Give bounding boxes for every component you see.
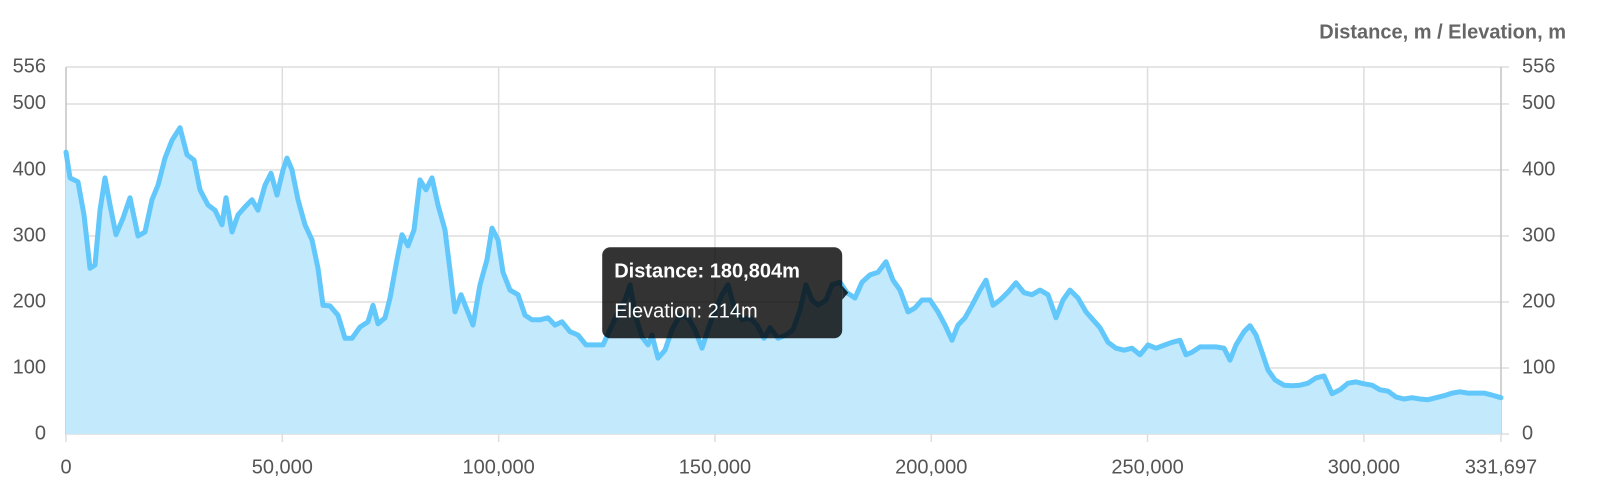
y-tick-label: 556	[13, 55, 46, 77]
area	[66, 127, 1501, 434]
x-tick-label: 331,697	[1465, 456, 1537, 478]
y2-tick-label: 556	[1522, 55, 1555, 77]
tooltip: Distance: 180,804m Elevation: 214m	[602, 247, 849, 339]
x-tick-label: 250,000	[1111, 456, 1183, 478]
y-tick-label: 400	[13, 158, 46, 180]
tooltip-box	[602, 247, 843, 339]
y2-tick-label: 100	[1522, 356, 1555, 378]
y2-tick-label: 500	[1522, 92, 1555, 114]
y2-tick-label: 300	[1522, 224, 1555, 246]
y-tick-label: 0	[35, 422, 46, 444]
x-tick-label: 200,000	[895, 456, 967, 478]
y2-tick-label: 200	[1522, 290, 1555, 312]
x-tick-label: 300,000	[1328, 456, 1400, 478]
tooltip-title: Distance: 180,804m	[614, 261, 800, 283]
x-tick-label: 50,000	[252, 456, 313, 478]
x-tick-label: 100,000	[462, 456, 534, 478]
tooltip-value: Elevation: 214m	[614, 301, 757, 323]
y2-tick-label: 0	[1522, 422, 1533, 444]
chart-title: Distance, m / Elevation, m	[1319, 21, 1566, 43]
tooltip-pointer	[842, 285, 849, 300]
y-tick-label: 300	[13, 224, 46, 246]
y2-tick-label: 400	[1522, 158, 1555, 180]
x-tick-label: 0	[60, 456, 71, 478]
y-tick-label: 100	[13, 356, 46, 378]
y-tick-label: 500	[13, 92, 46, 114]
x-tick-label: 150,000	[679, 456, 751, 478]
y-tick-label: 200	[13, 290, 46, 312]
